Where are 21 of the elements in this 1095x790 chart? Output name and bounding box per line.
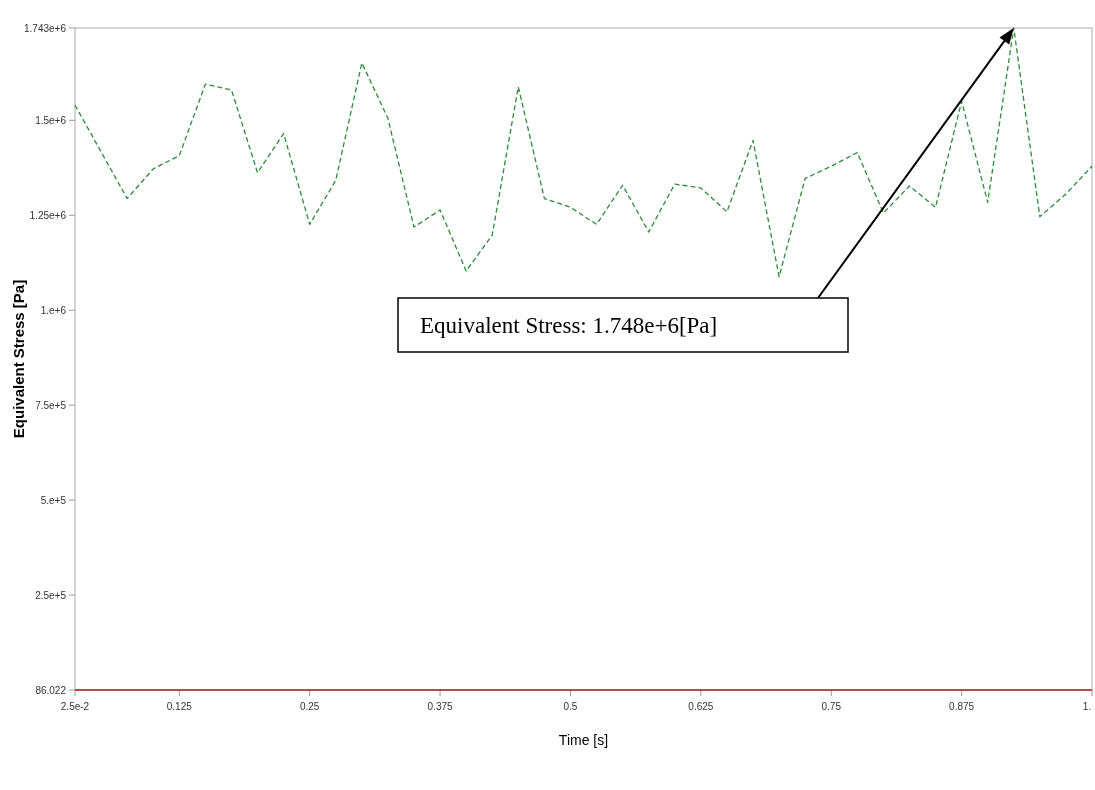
- x-tick-label: 2.5e-2: [60, 701, 90, 712]
- x-tick-label: 0.75: [821, 701, 842, 712]
- y-tick-label: 1.25e+6: [29, 209, 67, 221]
- x-axis-title: Time [s]: [558, 732, 609, 748]
- annotation: Equivalent Stress: 1.748e+6[Pa]: [420, 313, 718, 339]
- y-tick-label: 2.5e+5: [35, 589, 67, 601]
- x-tick-label: 0.125: [166, 701, 193, 712]
- y-tick-label: 1.743e+6: [24, 22, 67, 34]
- y-tick-label: 86.022: [35, 684, 67, 696]
- x-tick-label: 0.375: [427, 701, 454, 712]
- x-tick-label: 0.5: [563, 701, 578, 712]
- y-tick-label: 1.5e+6: [35, 114, 67, 126]
- x-tick-label: 1.: [1082, 701, 1092, 712]
- x-tick-label: 0.875: [949, 701, 975, 712]
- line-series: [74, 27, 1093, 278]
- y-tick-label: 1.e+6: [40, 304, 67, 316]
- x-tick-label: 0.25: [299, 701, 320, 712]
- y-axis-title: Equivalent Stress [Pa]: [10, 279, 27, 439]
- x-tick-label: 0.625: [688, 701, 714, 712]
- y-tick-label: 7.5e+5: [35, 399, 67, 411]
- y-tick-label: 5.e+5: [40, 494, 67, 506]
